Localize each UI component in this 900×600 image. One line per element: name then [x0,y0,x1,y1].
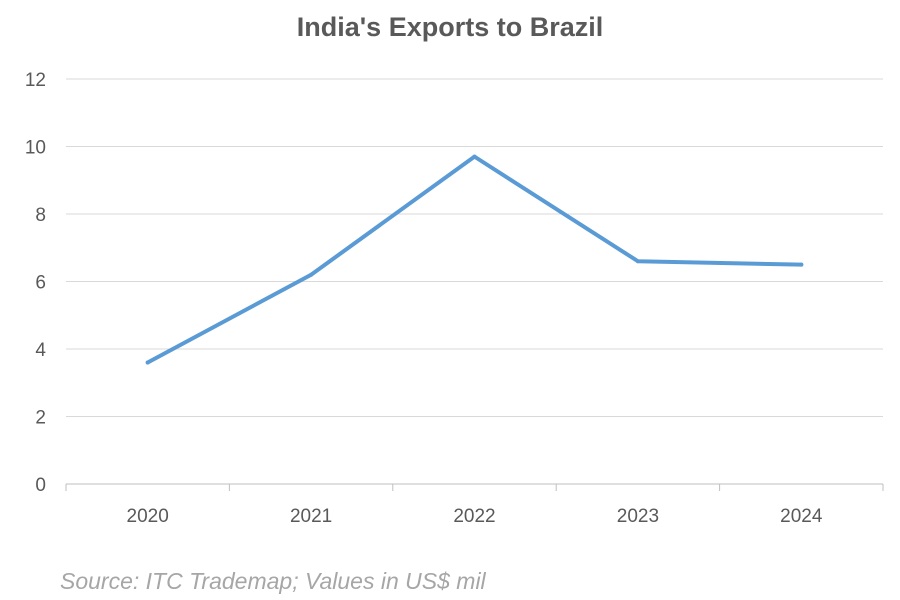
y-tick-label: 2 [35,408,46,429]
y-tick-label: 10 [25,138,46,159]
data-point [309,272,314,277]
data-point [145,360,150,365]
x-tick-label: 2023 [617,506,659,527]
data-point [799,262,804,267]
x-tick-label: 2022 [453,506,495,527]
series-line [145,154,804,365]
y-tick-label: 4 [35,340,46,361]
data-point [472,154,477,159]
y-tick-label: 0 [35,475,46,496]
x-tick-label: 2020 [127,506,169,527]
y-tick-label: 6 [35,273,46,294]
y-tick-label: 12 [25,70,46,91]
x-tick-label: 2021 [290,506,332,527]
chart-title: India's Exports to Brazil [296,12,604,42]
source-note: Source: ITC Trademap; Values in US$ mil [60,568,486,594]
data-point [635,259,640,264]
y-tick-label: 8 [35,205,46,226]
x-tick-label: 2024 [780,506,823,527]
